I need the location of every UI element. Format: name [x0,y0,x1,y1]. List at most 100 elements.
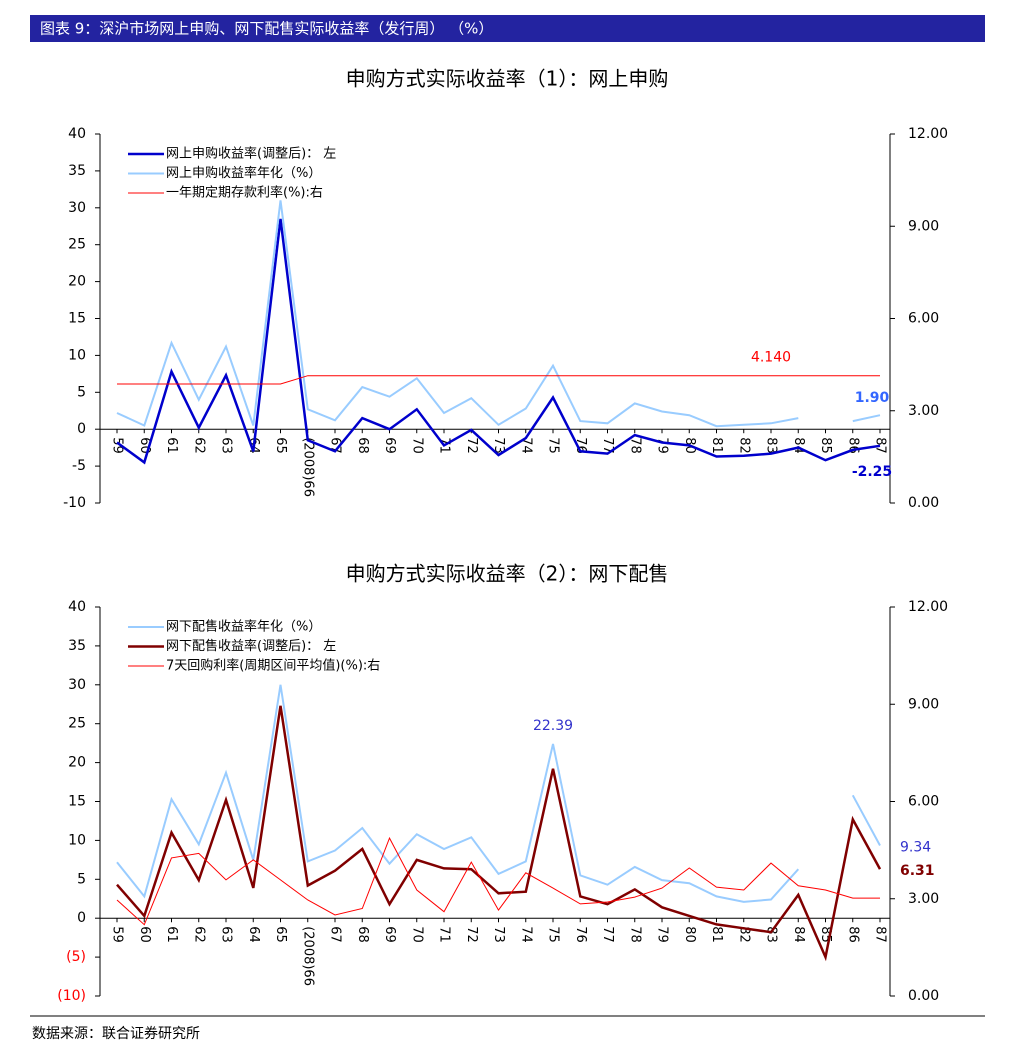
x-tick-label: 68 [355,437,370,454]
y-tick-label: 40 [68,126,86,142]
data-label: 9.34 [900,840,931,856]
header-bar [30,15,985,42]
y2-tick-label: 6.00 [908,794,939,810]
x-tick-label: 87 [873,926,888,943]
series-line [116,200,881,428]
x-tick-label: 69 [382,926,397,943]
source: 数据来源：联合证券研究所 [32,1026,200,1042]
y-tick-label: 35 [68,638,86,654]
y2-tick-label: 0.00 [908,988,939,1004]
x-tick-label: 72 [464,926,479,943]
x-tick-label: 76 [573,926,588,943]
y2-tick-label: 12.00 [908,126,948,142]
data-label: 1.90 [855,390,890,406]
y2-tick-label: 3.00 [908,403,939,419]
y-tick-label: 25 [68,237,86,253]
x-tick-label: 59 [110,926,125,943]
x-tick-label: 78 [627,437,642,454]
x-tick-label: 67 [328,926,343,943]
x-tick-label: 71 [437,926,452,943]
x-tick-label: 62 [191,437,206,454]
data-label: 4.140 [751,350,791,366]
x-tick-label: 64 [246,926,261,943]
x-tick-label: 75 [546,437,561,454]
y-tick-label: 15 [68,794,86,810]
y-tick-label: 0 [77,421,86,437]
x-tick-label: 65 [273,437,288,454]
x-tick-label: 84 [791,926,806,943]
y-tick-label: 15 [68,311,86,327]
legend-label: 网下配售收益率(调整后)： 左 [166,638,336,654]
x-tick-label: 63 [219,926,234,943]
x-tick-label: 63 [219,437,234,454]
y-tick-label: 20 [68,755,86,771]
x-tick-label: 81 [709,437,724,454]
x-tick-label: 79 [655,926,670,943]
legend-label: 网上申购收益率(调整后)： 左 [166,146,336,162]
x-tick-label: 74 [518,926,533,943]
data-label: 22.39 [533,718,573,734]
x-tick-label: 86 [845,926,860,943]
x-tick-label: 61 [164,926,179,943]
legend-label: 网下配售收益率年化（%） [166,619,321,635]
chart-title: 申购方式实际收益率（1）：网上申购 [346,67,669,91]
series-line [116,684,881,903]
x-tick-label: 82 [736,926,751,943]
y-tick-label: 35 [68,163,86,179]
x-tick-label: 69 [382,437,397,454]
x-tick-label: 68 [355,926,370,943]
x-tick-label: 60 [137,926,152,943]
x-tick-label: 70 [409,926,424,943]
x-tick-label: 72 [464,437,479,454]
x-tick-label: 87 [873,437,888,454]
y-tick-label: 40 [68,599,86,615]
x-tick-label: 82 [736,437,751,454]
chart-title: 申购方式实际收益率（2）：网下配售 [346,562,669,586]
x-tick-label: 83 [764,437,779,454]
data-label: 6.31 [900,863,935,879]
series-line [116,705,882,962]
x-tick-label: 65 [273,926,288,943]
x-tick-label: 74 [518,437,533,454]
x-tick-label: 77 [600,926,615,943]
x-tick-label: 85 [818,437,833,454]
x-tick-label: 70 [409,437,424,454]
y-tick-label: 10 [68,832,86,848]
y-tick-label: (5) [66,949,86,965]
x-tick-label: 83 [764,926,779,943]
x-tick-label: 79 [655,437,670,454]
y-tick-label: -10 [63,495,86,511]
series-line [116,836,880,926]
legend-label: 7天回购利率(周期区间平均值)(%):右 [166,658,380,674]
data-label: -2.25 [852,464,892,480]
series-line [117,375,880,385]
x-tick-label: 80 [682,926,697,943]
y-tick-label: 10 [68,347,86,363]
y2-tick-label: 9.00 [908,218,939,234]
y-tick-label: 30 [68,677,86,693]
y-tick-label: 5 [77,871,86,887]
y-tick-label: (10) [57,988,86,1004]
y-tick-label: 25 [68,716,86,732]
header-title: 图表 9：深沪市场网上申购、网下配售实际收益率（发行周） （%） [40,20,493,38]
y-tick-label: 30 [68,200,86,216]
x-tick-label: (2008)66 [300,926,315,986]
y2-tick-label: 0.00 [908,495,939,511]
y-tick-label: -5 [72,458,86,474]
legend-label: 一年期定期存款利率(%):右 [166,185,323,201]
x-tick-label: (2008)66 [300,437,315,497]
x-tick-label: 73 [491,437,506,454]
y-tick-label: 20 [68,274,86,290]
y2-tick-label: 3.00 [908,891,939,907]
x-tick-label: 81 [709,926,724,943]
y2-tick-label: 9.00 [908,696,939,712]
x-tick-label: 73 [491,926,506,943]
x-tick-label: 62 [191,926,206,943]
x-tick-label: 78 [627,926,642,943]
x-tick-label: 61 [164,437,179,454]
x-tick-label: 59 [110,437,125,454]
y2-tick-label: 12.00 [908,599,948,615]
x-tick-label: 75 [546,926,561,943]
legend-label: 网上申购收益率年化（%） [166,165,321,181]
